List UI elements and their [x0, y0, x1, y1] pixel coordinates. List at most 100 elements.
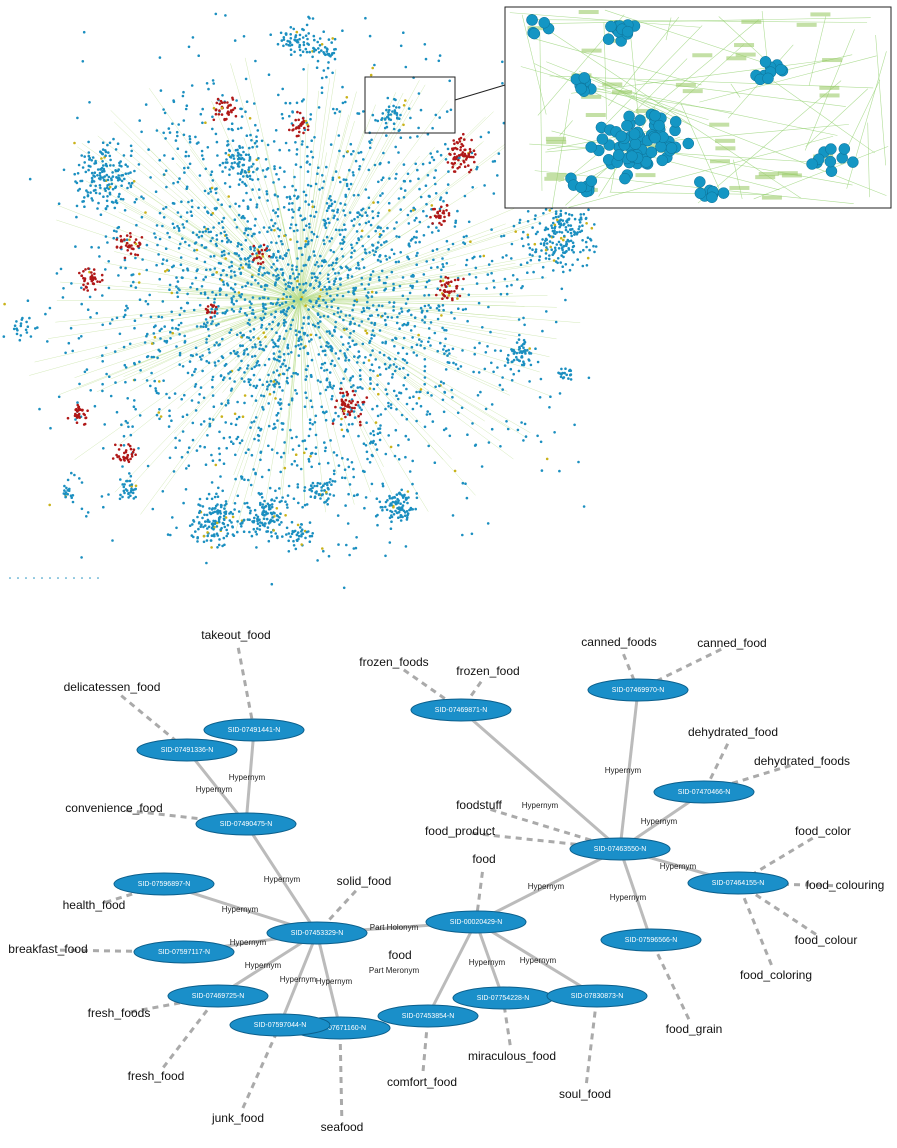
network-node	[395, 365, 398, 369]
edge	[230, 63, 301, 301]
network-node	[294, 345, 298, 348]
network-node	[230, 260, 233, 264]
network-node	[122, 485, 126, 489]
network-node	[333, 280, 336, 283]
network-node	[479, 390, 482, 394]
network-node	[342, 412, 346, 416]
network-node	[340, 428, 344, 432]
network-node	[284, 283, 288, 286]
network-node	[254, 59, 257, 63]
network-node	[276, 227, 280, 230]
network-node	[303, 503, 307, 507]
network-node	[331, 394, 334, 398]
network-node	[567, 217, 571, 221]
network-node	[253, 516, 256, 520]
network-node	[343, 214, 347, 217]
network-node	[223, 518, 226, 521]
network-node	[315, 299, 318, 303]
network-node	[350, 275, 354, 278]
network-node	[328, 383, 332, 387]
network-node	[351, 399, 354, 403]
network-node	[322, 51, 325, 54]
network-node	[333, 57, 337, 61]
network-node	[439, 198, 442, 201]
edge	[141, 299, 301, 381]
network-node	[140, 130, 143, 134]
network-node	[292, 128, 295, 131]
network-node	[501, 256, 505, 259]
network-node	[61, 296, 65, 299]
network-node	[328, 381, 332, 384]
network-node	[200, 154, 204, 157]
network-node	[164, 270, 167, 273]
network-node	[350, 401, 353, 405]
label-cluster	[581, 94, 602, 99]
network-node	[375, 404, 379, 408]
network-node	[234, 114, 238, 118]
edge	[299, 104, 376, 301]
network-node	[282, 44, 285, 48]
network-node	[117, 195, 120, 198]
network-node	[135, 198, 138, 201]
network-node	[234, 453, 237, 457]
word-label: canned_foods	[581, 635, 656, 649]
network-node	[181, 365, 185, 368]
network-node	[171, 157, 175, 160]
network-node	[277, 355, 281, 359]
synset-label: SID-07469970-N	[612, 687, 665, 694]
network-node	[63, 489, 66, 492]
network-node	[157, 348, 160, 352]
network-node	[559, 375, 563, 379]
network-node	[388, 209, 391, 212]
network-node	[299, 288, 302, 292]
network-node	[302, 98, 305, 101]
network-node	[215, 187, 218, 190]
network-node	[330, 202, 334, 206]
network-node	[287, 208, 291, 212]
network-node	[139, 369, 142, 372]
network-node	[573, 233, 576, 236]
network-node	[379, 373, 382, 376]
network-node	[298, 206, 301, 210]
network-node	[87, 151, 91, 154]
network-node	[560, 367, 563, 371]
network-node	[286, 368, 289, 372]
network-node	[551, 241, 554, 245]
network-node	[237, 183, 241, 186]
network-node	[94, 191, 98, 195]
network-node	[348, 168, 351, 172]
network-node	[298, 130, 301, 134]
network-node	[295, 392, 299, 395]
network-node	[267, 402, 271, 405]
network-node	[290, 398, 294, 402]
inset-node	[847, 156, 859, 168]
network-node	[316, 559, 319, 562]
network-node	[361, 342, 365, 346]
network-node	[517, 318, 521, 321]
network-node	[252, 327, 256, 331]
network-node	[548, 257, 551, 261]
edge-label: Hypernym	[316, 977, 353, 986]
network-node	[317, 51, 321, 54]
network-node	[400, 506, 404, 510]
network-node	[236, 435, 240, 439]
network-node	[125, 489, 129, 492]
network-node	[253, 102, 256, 105]
network-node	[276, 301, 279, 305]
network-node	[198, 511, 201, 514]
network-node	[501, 60, 504, 64]
network-node	[442, 211, 446, 215]
network-node	[89, 316, 92, 319]
network-node	[233, 380, 236, 383]
network-node	[274, 129, 278, 132]
label-cluster	[715, 146, 736, 151]
network-node	[534, 250, 538, 254]
network-node	[369, 223, 373, 227]
network-node	[416, 135, 419, 138]
network-node	[411, 508, 415, 511]
synset-node	[229, 1013, 331, 1037]
network-node	[272, 252, 275, 256]
network-node	[161, 224, 164, 228]
network-node	[296, 531, 300, 534]
